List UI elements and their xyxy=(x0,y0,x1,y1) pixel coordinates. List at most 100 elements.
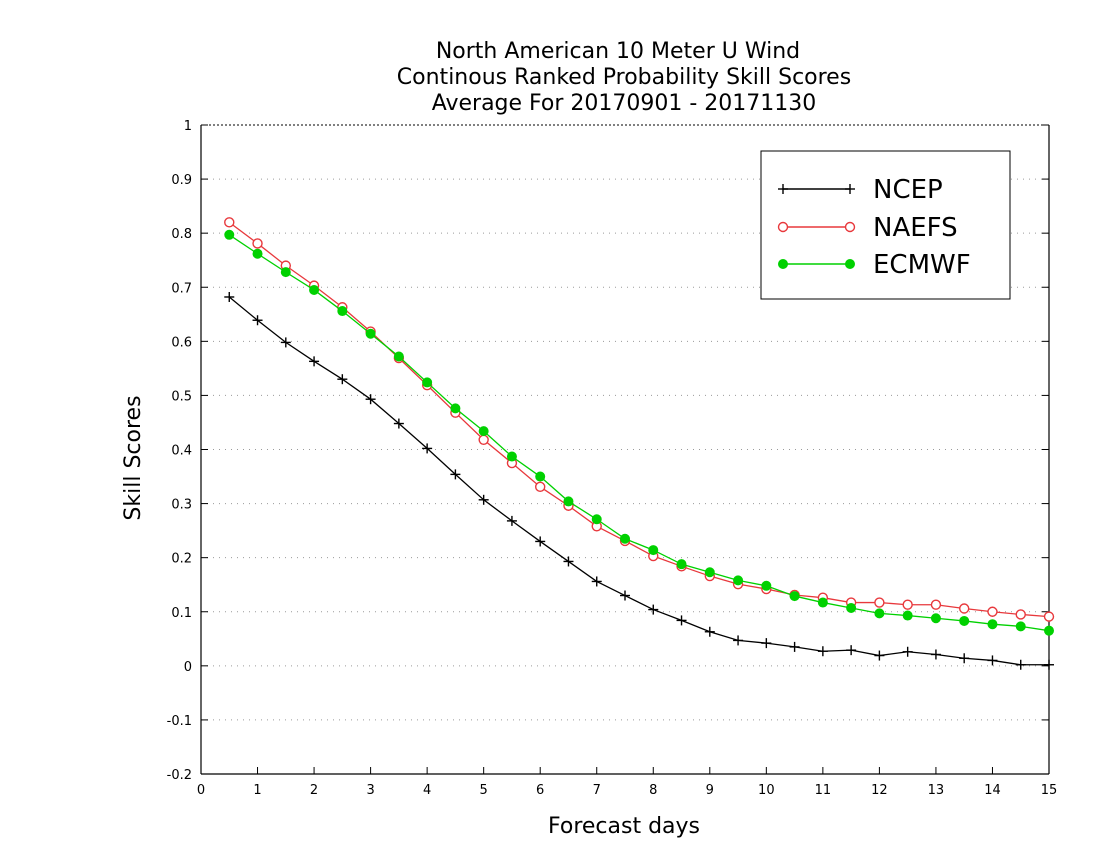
point-naefs-9 xyxy=(478,434,489,445)
x-tick-label-1: 1 xyxy=(253,783,261,798)
point-ncep-25 xyxy=(930,649,941,660)
point-ncep-17 xyxy=(704,626,715,637)
x-tick-label-7: 7 xyxy=(593,783,601,798)
point-ncep-4 xyxy=(337,374,348,385)
point-ncep-21 xyxy=(817,646,828,657)
series-line-ncep xyxy=(228,296,1049,666)
legend-box xyxy=(760,150,1011,300)
point-ncep-19 xyxy=(761,638,772,649)
x-tick-label-9: 9 xyxy=(706,783,714,798)
chart-title: North American 10 Meter U Wind Continous… xyxy=(397,39,851,116)
point-ncep-2 xyxy=(280,337,291,348)
point-ncep-9 xyxy=(478,494,489,505)
legend-marker-right-naefs xyxy=(844,221,856,233)
point-ecmwf-29 xyxy=(1044,625,1054,636)
point-ncep-29 xyxy=(1044,659,1054,670)
point-ecmwf-5 xyxy=(365,328,376,339)
point-ecmwf-4 xyxy=(337,306,348,317)
point-ecmwf-26 xyxy=(959,615,970,626)
legend-marker-left-ncep xyxy=(778,184,788,194)
point-ecmwf-10 xyxy=(506,451,517,462)
legend-label-ecmwf: ECMWF xyxy=(873,250,971,280)
legend-marker-left-ecmwf xyxy=(778,259,788,269)
legend-marker-right-ecmwf xyxy=(845,259,855,269)
point-ncep-24 xyxy=(902,646,913,657)
point-ecmwf-20 xyxy=(789,591,800,602)
point-ncep-20 xyxy=(789,641,800,652)
point-ncep-14 xyxy=(620,590,630,601)
series-ncep xyxy=(224,291,1054,670)
x-tick-label-12: 12 xyxy=(871,783,888,798)
point-ecmwf-12 xyxy=(563,496,574,507)
point-ncep-5 xyxy=(365,394,376,405)
y-tick-label-7: 0.5 xyxy=(171,389,192,404)
y-tick-label-2: 0 xyxy=(184,660,192,675)
legend-item-naefs: NAEFS xyxy=(777,213,958,243)
series-plot xyxy=(224,217,1055,670)
x-tick-label-6: 6 xyxy=(536,783,544,798)
x-tick-label-8: 8 xyxy=(649,783,657,798)
point-naefs-26 xyxy=(959,603,970,614)
point-ecmwf-7 xyxy=(422,377,433,388)
point-ncep-18 xyxy=(733,635,744,646)
point-naefs-0 xyxy=(224,217,235,228)
point-ecmwf-23 xyxy=(874,608,885,619)
x-tick-label-2: 2 xyxy=(310,783,318,798)
x-tick-label-13: 13 xyxy=(928,783,945,798)
point-ecmwf-6 xyxy=(393,351,404,362)
y-tick-label-0: -0.2 xyxy=(167,768,192,783)
point-ncep-28 xyxy=(1015,659,1026,670)
legend-item-ncep: NCEP xyxy=(778,175,943,205)
point-ncep-16 xyxy=(676,615,687,626)
point-ecmwf-15 xyxy=(648,545,659,556)
legend-marker-left-naefs xyxy=(777,221,789,233)
point-ecmwf-25 xyxy=(930,613,941,624)
point-naefs-23 xyxy=(874,597,885,608)
point-ecmwf-22 xyxy=(846,602,857,613)
point-ecmwf-9 xyxy=(478,426,489,437)
point-ecmwf-0 xyxy=(224,229,235,240)
legend-label-naefs: NAEFS xyxy=(873,213,958,243)
x-tick-label-14: 14 xyxy=(984,783,1001,798)
x-axis-label: Forecast days xyxy=(548,814,700,839)
x-tick-label-5: 5 xyxy=(480,783,488,798)
point-ecmwf-16 xyxy=(676,559,687,570)
point-ncep-8 xyxy=(450,469,461,480)
y-axis-label: Skill Scores xyxy=(121,395,146,520)
point-ncep-3 xyxy=(309,356,320,367)
x-tick-label-10: 10 xyxy=(758,783,775,798)
x-axis-ticks: 0 1 2 3 4 5 6 7 8 9 10 11 12 13 14 15 xyxy=(197,767,1057,798)
point-ncep-10 xyxy=(506,515,517,526)
point-naefs-25 xyxy=(930,599,942,610)
point-ecmwf-17 xyxy=(704,567,715,578)
legend-marker-right-ncep xyxy=(845,184,855,194)
point-naefs-24 xyxy=(902,599,913,610)
legend-label-ncep: NCEP xyxy=(873,175,943,205)
y-tick-label-3: 0.1 xyxy=(171,606,192,621)
y-tick-label-1: -0.1 xyxy=(167,714,192,729)
point-naefs-1 xyxy=(252,238,263,249)
point-ecmwf-8 xyxy=(450,403,461,414)
point-ncep-1 xyxy=(252,315,263,326)
point-ncep-12 xyxy=(563,556,574,567)
point-ecmwf-11 xyxy=(535,471,546,482)
point-ecmwf-28 xyxy=(1015,621,1026,632)
point-ncep-27 xyxy=(987,655,998,666)
x-tick-label-4: 4 xyxy=(423,783,431,798)
chart-title-line-1: North American 10 Meter U Wind xyxy=(436,39,800,64)
point-ncep-6 xyxy=(393,418,404,429)
point-ecmwf-13 xyxy=(591,514,602,525)
chart-title-line-3: Average For 20170901 - 20171130 xyxy=(432,91,817,116)
y-tick-label-10: 0.8 xyxy=(171,227,192,242)
point-ecmwf-24 xyxy=(902,610,913,621)
y-tick-label-11: 0.9 xyxy=(171,173,192,188)
point-naefs-11 xyxy=(535,481,546,493)
point-ncep-23 xyxy=(874,650,885,661)
x-tick-label-15: 15 xyxy=(1041,783,1058,798)
point-ecmwf-27 xyxy=(987,619,998,630)
y-tick-label-5: 0.3 xyxy=(171,498,192,513)
point-ncep-22 xyxy=(846,645,857,656)
point-ncep-7 xyxy=(422,443,433,454)
point-ecmwf-21 xyxy=(817,597,828,608)
